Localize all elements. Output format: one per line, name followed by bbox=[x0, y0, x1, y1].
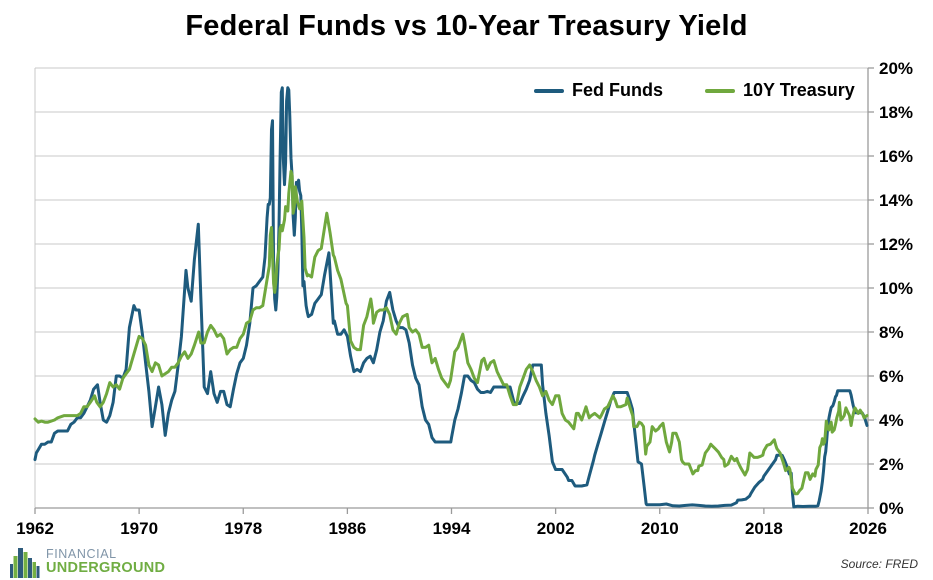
x-axis-tick-label: 1962 bbox=[16, 519, 54, 538]
series-line-fed-funds bbox=[33, 86, 869, 509]
legend-item-10y-treasury: 10Y Treasury bbox=[705, 80, 855, 101]
y-axis-tick-label: 14% bbox=[879, 191, 913, 210]
x-axis-tick-label: 2010 bbox=[641, 519, 679, 538]
y-axis-tick-label: 6% bbox=[879, 367, 904, 386]
y-axis-tick-label: 0% bbox=[879, 499, 904, 518]
skyline-icon bbox=[10, 548, 40, 578]
x-axis-tick-label: 2026 bbox=[849, 519, 887, 538]
y-axis-tick-label: 12% bbox=[879, 235, 913, 254]
treasury-line-swatch-icon bbox=[705, 88, 735, 93]
source-credit: Source: FRED bbox=[840, 557, 918, 571]
brand-text: FINANCIAL UNDERGROUND bbox=[46, 546, 166, 578]
x-axis-tick-label: 1978 bbox=[224, 519, 262, 538]
chart-legend: Fed Funds 10Y Treasury bbox=[534, 80, 855, 101]
y-axis-tick-label: 20% bbox=[879, 59, 913, 78]
chart-plot: 0% 2% 4% 6% 8% 10% 12% 14% 16% 18% 20% 1962 1970 1978… bbox=[16, 59, 913, 538]
x-axis-tick-label: 1986 bbox=[328, 519, 366, 538]
y-axis-tick-label: 4% bbox=[879, 411, 904, 430]
legend-label-fed-funds: Fed Funds bbox=[572, 80, 663, 100]
y-axis-tick-label: 16% bbox=[879, 147, 913, 166]
x-axis-tick-label: 2018 bbox=[745, 519, 783, 538]
brand-name-top: FINANCIAL bbox=[46, 546, 117, 561]
brand-logo: FINANCIAL UNDERGROUND bbox=[10, 542, 165, 578]
series-line-10y-treasury bbox=[33, 169, 869, 496]
brand-name-bottom: UNDERGROUND bbox=[46, 559, 166, 576]
x-axis-tick-label: 1994 bbox=[433, 519, 471, 538]
y-axis-tick-label: 10% bbox=[879, 279, 913, 298]
y-axis-tick-label: 2% bbox=[879, 455, 904, 474]
legend-label-10y-treasury: 10Y Treasury bbox=[743, 80, 855, 100]
x-axis-tick-label: 2002 bbox=[537, 519, 575, 538]
y-axis-tick-label: 8% bbox=[879, 323, 904, 342]
legend-item-fed-funds: Fed Funds bbox=[534, 80, 663, 101]
chart-title: Federal Funds vs 10-Year Treasury Yield bbox=[185, 10, 748, 42]
fed-funds-line-swatch-icon bbox=[534, 88, 564, 93]
x-axis-tick-label: 1970 bbox=[120, 519, 158, 538]
y-axis-tick-label: 18% bbox=[879, 103, 913, 122]
